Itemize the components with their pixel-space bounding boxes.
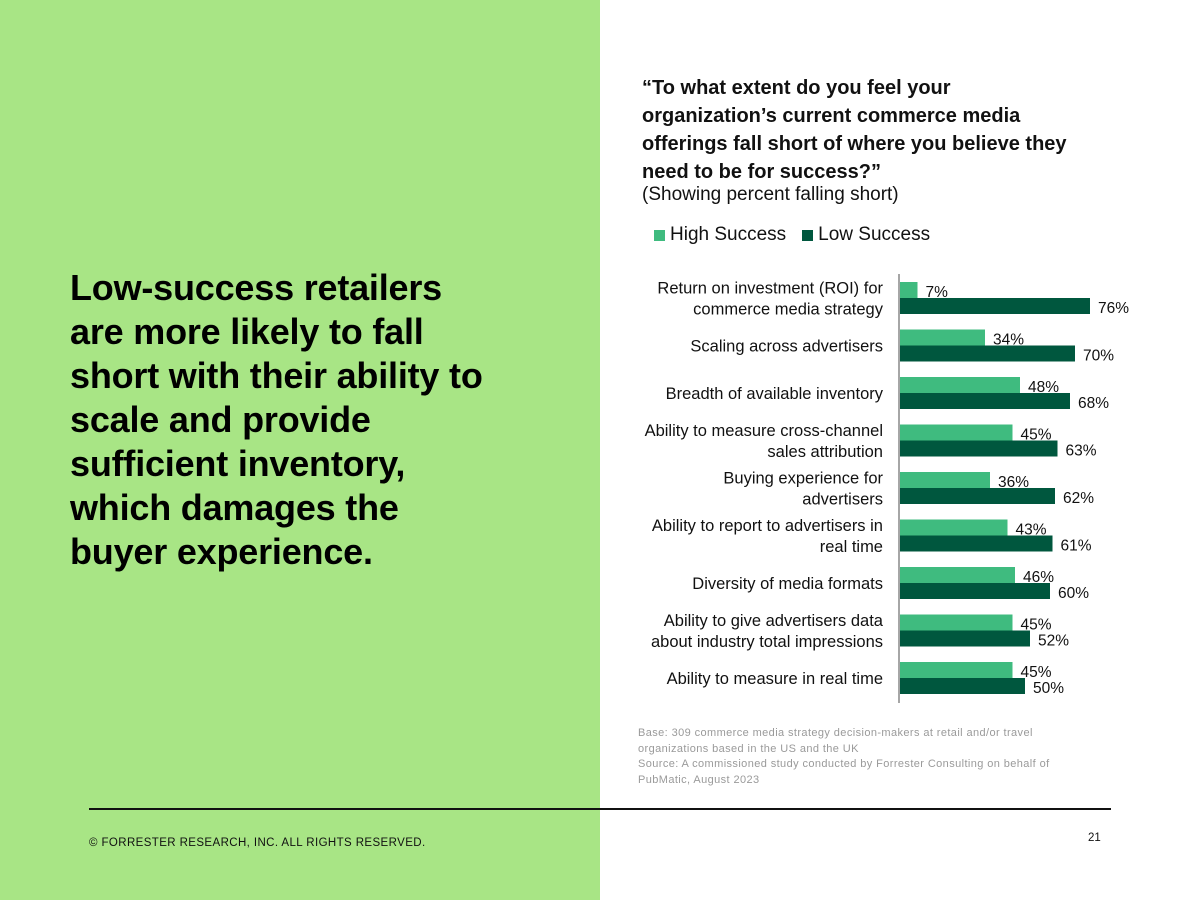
category-label: Ability to measure in real time [667,670,883,688]
data-label-low-success: 70% [1083,348,1114,365]
data-label-low-success: 52% [1038,633,1069,650]
category-label: Scaling across advertisers [690,338,883,356]
bar-high-success [900,377,1020,393]
data-label-high-success: 45% [1021,617,1052,634]
base-note: Base: 309 commerce media strategy decisi… [638,727,1033,755]
bar-chart: Return on investment (ROI) for commerce m… [645,274,1129,703]
category-label: Ability to measure cross-channel sales at… [645,422,883,461]
source-note: Source: A commissioned study conducted b… [638,758,1050,786]
data-label-low-success: 63% [1066,443,1097,460]
legend-item-high-success: High Success [654,224,786,246]
data-label-low-success: 68% [1078,395,1109,412]
data-label-low-success: 61% [1061,538,1092,555]
legend-item-low-success: Low Success [802,224,930,246]
chart-legend: High Success Low Success [654,224,930,246]
bar-low-success [900,583,1050,599]
bar-high-success [900,519,1008,536]
data-label-high-success: 43% [1016,522,1047,539]
bar-low-success [900,298,1090,314]
bar-low-success [900,630,1030,647]
data-label-high-success: 36% [998,474,1029,491]
category-label: Return on investment (ROI) for commerce m… [657,280,883,319]
chart-notes: Base: 309 commerce media strategy decisi… [638,726,1098,788]
bar-high-success [900,424,1013,441]
bar-low-success [900,440,1058,457]
bar-high-success [900,329,985,346]
category-label: Ability to report to advertisers in real … [652,517,883,556]
bar-low-success [900,535,1053,552]
survey-question: “To what extent do you feel your organiz… [642,77,1067,183]
category-label: Ability to give advertisers data about in… [651,612,884,651]
legend-label-low-success: Low Success [818,224,931,245]
legend-label-high-success: High Success [670,224,787,245]
data-label-high-success: 34% [993,332,1024,349]
legend-swatch-low-success [802,229,814,241]
bar-low-success [900,393,1070,409]
bar-low-success [900,488,1055,504]
data-label-high-success: 7% [926,284,949,301]
data-label-low-success: 62% [1063,490,1094,507]
data-label-high-success: 48% [1028,379,1059,396]
bar-high-success [900,614,1013,631]
bar-low-success [900,345,1075,362]
bar-high-success [900,662,1013,678]
data-label-high-success: 45% [1021,427,1052,444]
bar-high-success [900,472,990,488]
data-label-low-success: 60% [1058,585,1089,602]
category-label: Diversity of media formats [692,575,883,593]
survey-question-subtitle: (Showing percent falling short) [642,184,899,205]
footer-divider [89,808,1111,810]
bar-high-success [900,282,918,298]
page-number: 21 [1088,832,1101,844]
headline: Low-success retailers are more likely to… [70,267,483,572]
category-label: Buying experience for advertisers [723,470,883,509]
data-label-high-success: 45% [1021,664,1052,681]
category-label: Breadth of available inventory [666,385,884,403]
bar-low-success [900,678,1025,694]
data-label-low-success: 50% [1033,680,1064,697]
legend-swatch-high-success [654,229,665,241]
data-label-low-success: 76% [1098,300,1129,317]
left-panel [0,0,600,900]
bar-high-success [900,567,1015,583]
copyright-notice: © FORRESTER RESEARCH, INC. ALL RIGHTS RE… [89,837,426,849]
data-label-high-success: 46% [1023,569,1054,586]
